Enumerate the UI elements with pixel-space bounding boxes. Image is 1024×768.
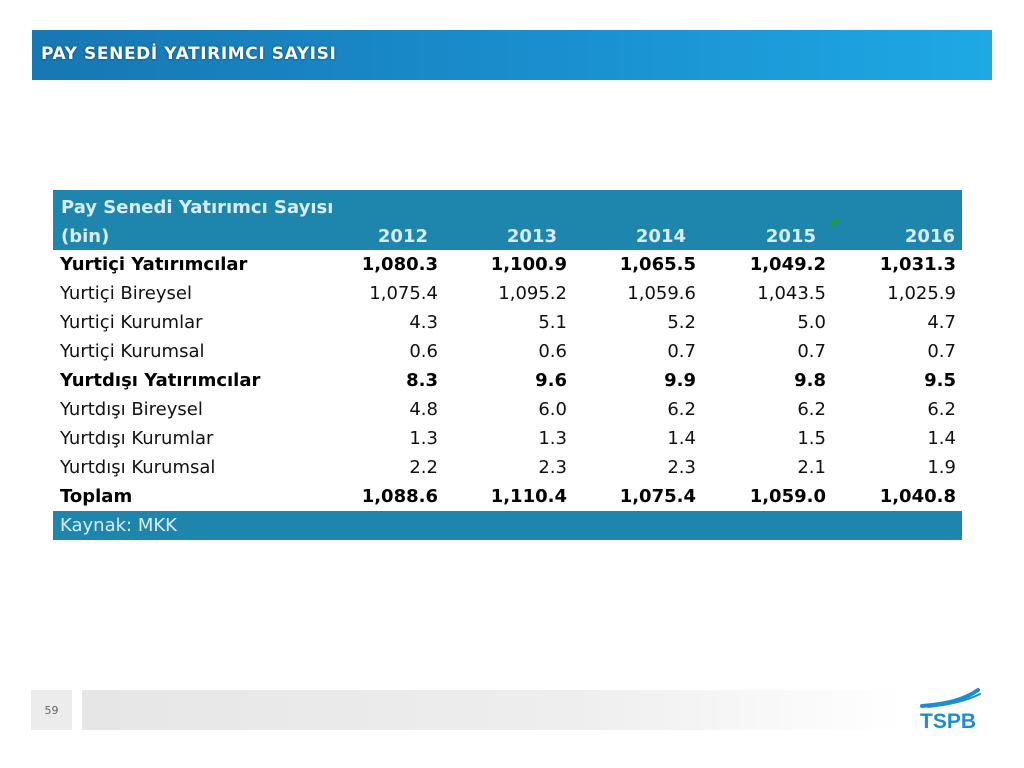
row-value: 9.5 <box>924 370 956 391</box>
row-label: Yurtdışı Yatırımcılar <box>60 370 261 391</box>
row-value: 4.7 <box>927 312 956 333</box>
row-value: 1,075.4 <box>369 283 438 304</box>
row-value: 0.7 <box>797 341 826 362</box>
row-label: Yurtdışı Kurumlar <box>60 428 214 449</box>
table-title: Pay Senedi Yatırımcı Sayısı <box>61 197 334 218</box>
table-row: Toplam 1,088.6 1,110.4 1,075.4 1,059.0 1,040.… <box>53 482 962 511</box>
row-value: 5.0 <box>797 312 826 333</box>
row-value: 1.4 <box>927 428 956 449</box>
row-value: 6.0 <box>538 399 567 420</box>
row-value: 1,059.6 <box>627 283 696 304</box>
row-value: 1,065.5 <box>619 254 696 275</box>
row-value: 9.6 <box>535 370 567 391</box>
row-value: 9.9 <box>664 370 696 391</box>
row-value: 1,095.2 <box>498 283 567 304</box>
row-value: 1,040.8 <box>879 486 956 507</box>
cell-comment-marker <box>832 220 840 228</box>
row-value: 0.7 <box>927 341 956 362</box>
table-body <box>53 250 962 511</box>
row-value: 2.1 <box>797 457 826 478</box>
year-header: 2012 <box>377 226 428 247</box>
row-value: 0.7 <box>667 341 696 362</box>
row-value: 4.3 <box>409 312 438 333</box>
logo-text: TSPB <box>920 710 976 733</box>
year-header: 2016 <box>904 226 955 247</box>
row-value: 1.4 <box>667 428 696 449</box>
row-value: 6.2 <box>667 399 696 420</box>
row-value: 6.2 <box>797 399 826 420</box>
slide-title-bar: PAY SENEDİ YATIRIMCI SAYISI <box>32 30 992 80</box>
row-value: 5.2 <box>667 312 696 333</box>
row-value: 1.3 <box>538 428 567 449</box>
row-value: 2.3 <box>667 457 696 478</box>
table-unit: (bin) <box>61 226 110 247</box>
row-value: 1.5 <box>797 428 826 449</box>
row-value: 5.1 <box>538 312 567 333</box>
table-rows: Yurtiçi Yatırımcılar 1,080.3 1,100.9 1,065.… <box>53 250 962 511</box>
page-number: 59 <box>44 704 59 717</box>
row-value: 4.8 <box>409 399 438 420</box>
table-row: Yurtiçi Bireysel 1,075.4 1,095.2 1,059.6 1,0… <box>53 279 962 308</box>
row-value: 0.6 <box>538 341 567 362</box>
row-label: Yurtdışı Kurumsal <box>60 457 216 478</box>
row-value: 2.3 <box>538 457 567 478</box>
row-value: 1,043.5 <box>757 283 826 304</box>
year-header: 2013 <box>506 226 557 247</box>
row-label: Yurtiçi Bireysel <box>60 283 192 304</box>
table-row: Yurtiçi Kurumlar 4.3 5.1 5.2 5.0 4.7 <box>53 308 962 337</box>
row-value: 6.2 <box>927 399 956 420</box>
table-row: Yurtiçi Kurumsal 0.6 0.6 0.7 0.7 0.7 <box>53 337 962 366</box>
investor-table: Pay Senedi Yatırımcı Sayısı (bin) 2012 2… <box>53 190 962 540</box>
row-label: Yurtdışı Bireysel <box>60 399 203 420</box>
row-value: 1.9 <box>927 457 956 478</box>
row-label: Yurtiçi Yatırımcılar <box>60 254 248 275</box>
table-row: Yurtdışı Yatırımcılar 8.3 9.6 9.9 9.8 9.5 <box>53 366 962 395</box>
row-value: 2.2 <box>409 457 438 478</box>
row-value: 1,110.4 <box>490 486 567 507</box>
row-value: 1,100.9 <box>490 254 567 275</box>
row-value: 1,031.3 <box>879 254 956 275</box>
row-label: Toplam <box>60 486 133 507</box>
row-value: 8.3 <box>406 370 438 391</box>
row-value: 1,080.3 <box>361 254 438 275</box>
table-row: Yurtdışı Bireysel 4.8 6.0 6.2 6.2 6.2 <box>53 395 962 424</box>
row-label: Yurtiçi Kurumlar <box>60 312 203 333</box>
page-number-box: 59 <box>31 690 72 730</box>
source-note: Kaynak: MKK <box>60 515 177 536</box>
table-row: Yurtiçi Yatırımcılar 1,080.3 1,100.9 1,065.… <box>53 250 962 279</box>
tspb-logo: TSPB <box>920 688 981 733</box>
year-header: 2015 <box>765 226 816 247</box>
row-value: 1,025.9 <box>887 283 956 304</box>
row-value: 9.8 <box>794 370 826 391</box>
footer-bar <box>82 690 902 730</box>
row-value: 0.6 <box>409 341 438 362</box>
row-label: Yurtiçi Kurumsal <box>60 341 205 362</box>
table-row: Yurtdışı Kurumsal 2.2 2.3 2.3 2.1 1.9 <box>53 453 962 482</box>
row-value: 1,075.4 <box>619 486 696 507</box>
table-footer: Kaynak: MKK <box>53 511 962 540</box>
table-header: Pay Senedi Yatırımcı Sayısı (bin) 2012 2… <box>53 190 962 250</box>
slide-title: PAY SENEDİ YATIRIMCI SAYISI <box>41 44 337 64</box>
year-header: 2014 <box>635 226 686 247</box>
row-value: 1,059.0 <box>749 486 826 507</box>
row-value: 1,088.6 <box>361 486 438 507</box>
row-value: 1.3 <box>409 428 438 449</box>
row-value: 1,049.2 <box>749 254 826 275</box>
table-row: Yurtdışı Kurumlar 1.3 1.3 1.4 1.5 1.4 <box>53 424 962 453</box>
